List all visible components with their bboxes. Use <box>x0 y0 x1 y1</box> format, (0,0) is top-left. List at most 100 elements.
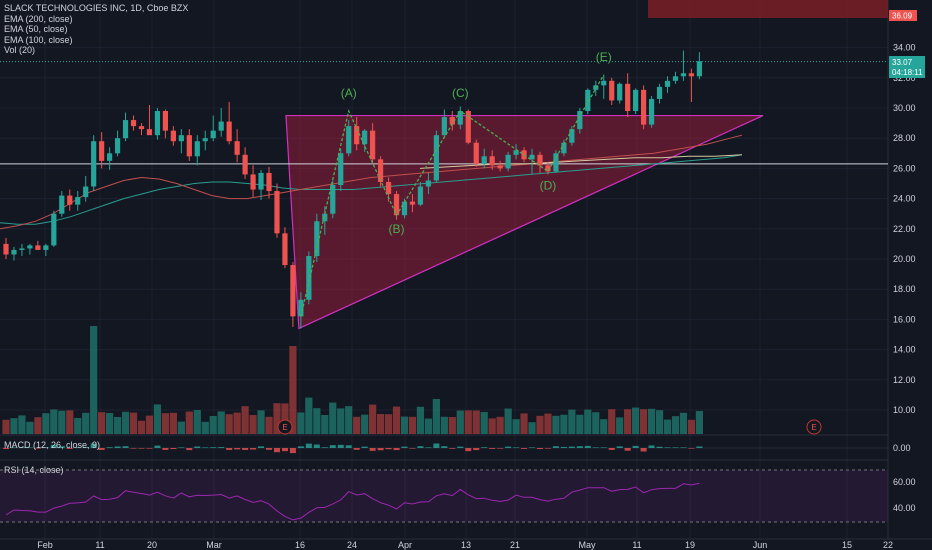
macd-histogram-bar <box>234 448 241 450</box>
macd-histogram-bar <box>664 447 671 448</box>
legend-ema50[interactable]: EMA (50, close) <box>4 24 68 34</box>
rsi-band <box>0 470 888 522</box>
candle-body <box>330 185 336 214</box>
volume-bar <box>663 419 672 434</box>
time-tick-label: Mar <box>206 540 222 550</box>
volume-bar <box>289 346 297 434</box>
macd-histogram-bar <box>560 446 567 448</box>
macd-histogram-bar <box>672 447 679 448</box>
macd-histogram-bar <box>154 445 161 448</box>
price-tag-bg <box>889 10 917 21</box>
volume-bar <box>74 418 82 434</box>
volume-bar <box>432 399 440 434</box>
triangle-pattern <box>285 114 764 330</box>
legend-ema100[interactable]: EMA (100, close) <box>4 34 73 45</box>
price-tick-label: 10.00 <box>893 405 916 415</box>
legend-ema200[interactable]: EMA (200, close) <box>4 13 73 24</box>
volume-bar <box>480 412 488 434</box>
volume-bar <box>416 406 425 434</box>
macd-histogram-bar <box>186 448 193 451</box>
volume-bar <box>106 413 114 434</box>
rsi-label[interactable]: RSI (14, close) <box>4 465 64 475</box>
candle-body <box>3 243 9 255</box>
macd-histogram-bar <box>297 446 304 448</box>
candle-body <box>569 129 575 143</box>
macd-histogram-bar <box>385 448 392 450</box>
candle-body <box>497 165 503 169</box>
volume-bar <box>249 415 257 434</box>
volume-bar <box>42 413 50 434</box>
macd-histogram-bar <box>688 448 695 449</box>
volume-bar <box>616 417 624 434</box>
candle-body <box>274 191 280 234</box>
wave-label: (B) <box>389 222 405 236</box>
volume-bar <box>90 326 98 434</box>
volume-bar <box>297 412 305 434</box>
macd-histogram-bar <box>656 446 663 448</box>
volume-bar <box>273 403 281 434</box>
price-tick-label: 18.00 <box>893 284 916 294</box>
volume-bar <box>671 416 680 434</box>
candle-body <box>91 141 97 187</box>
macd-histogram-bar <box>329 445 336 448</box>
volume-bar <box>313 408 321 434</box>
candle-body <box>393 194 400 216</box>
volume-bar <box>400 416 409 434</box>
rsi-tick-label: 40.00 <box>893 503 916 513</box>
candle-body <box>401 201 408 216</box>
time-tick-label: 16 <box>295 540 305 550</box>
legend-volume[interactable]: Vol (20) <box>4 45 36 55</box>
volume-bar <box>456 410 464 434</box>
volume-bar <box>384 414 393 434</box>
macd-histogram-bar <box>425 447 432 448</box>
time-tick-label: 24 <box>347 540 357 550</box>
volume-bar <box>153 404 162 434</box>
candle-body <box>162 111 168 131</box>
ema200-line <box>0 154 743 225</box>
candle-body <box>234 141 240 155</box>
volume-bar <box>632 407 640 434</box>
ema50-line <box>0 134 743 230</box>
volume-bar <box>193 410 201 434</box>
macd-histogram-bar <box>640 448 647 452</box>
macd-histogram-bar <box>552 446 559 448</box>
rsi-tick-label: 60.00 <box>893 477 916 487</box>
macd-histogram-bar <box>210 447 217 448</box>
candle-body <box>609 80 615 101</box>
time-tick-label: Feb <box>37 540 53 550</box>
volume-bar <box>568 409 576 434</box>
volume-bar <box>201 421 209 434</box>
volume-bar <box>600 419 608 434</box>
volume-bar <box>369 404 377 434</box>
price-tag-top: 36.09 <box>892 12 913 21</box>
candle-body <box>51 213 57 246</box>
time-tick-label: 15 <box>842 540 852 550</box>
volume-bar <box>233 412 241 434</box>
symbol-title[interactable]: SLACK TECHNOLOGIES INC, 1D, Cboe BZX <box>4 3 189 13</box>
candle-body <box>298 299 304 317</box>
earnings-marker <box>806 419 822 435</box>
candle-body <box>696 61 702 77</box>
volume-bar <box>337 408 345 434</box>
macd-label[interactable]: MACD (12, 26, close, 9) <box>4 440 101 450</box>
macd-histogram-bar <box>393 448 400 451</box>
macd-histogram-bar <box>273 448 280 453</box>
candle-body <box>186 135 192 157</box>
volume-bar <box>145 415 154 434</box>
macd-histogram-bar <box>138 448 145 449</box>
macd-histogram-bar <box>202 447 209 448</box>
volume-bar <box>185 411 193 434</box>
candle-body <box>138 126 145 130</box>
macd-histogram-bar <box>576 446 583 448</box>
volume-bar <box>520 413 528 434</box>
candle-body <box>529 154 535 160</box>
price-tick-label: 20.00 <box>893 254 916 264</box>
macd-histogram-bar <box>34 448 41 449</box>
volume-bar <box>225 414 233 434</box>
candle-body <box>314 221 320 256</box>
chart-legend: SLACK TECHNOLOGIES INC, 1D, Cboe BZX EMA… <box>4 3 188 56</box>
macd-tick-label: 0.00 <box>893 443 911 453</box>
wave-label: (A) <box>341 86 357 100</box>
macd-histogram-bar <box>592 447 599 448</box>
